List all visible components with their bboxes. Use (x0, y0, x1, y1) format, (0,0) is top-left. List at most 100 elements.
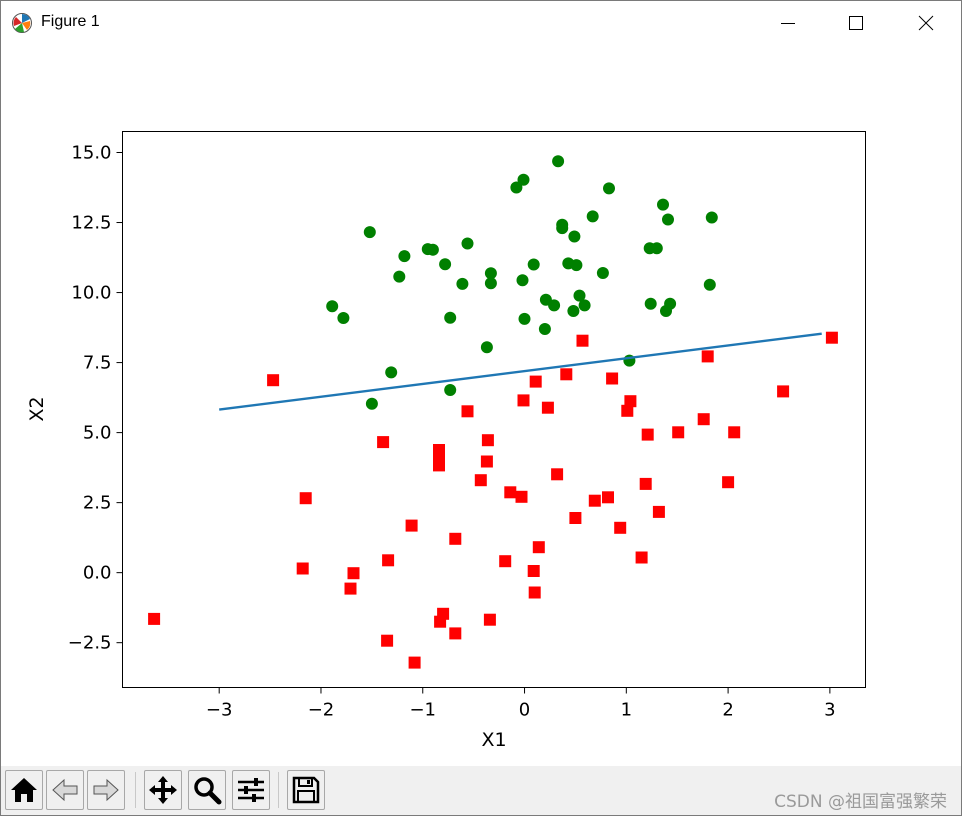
data-point-circle (664, 297, 677, 310)
x-tick-label: 2 (722, 700, 733, 721)
data-point-square (517, 394, 530, 407)
minimize-icon (781, 23, 795, 24)
data-point-square (483, 613, 496, 626)
data-point-square (569, 512, 582, 524)
data-point-square (728, 426, 741, 439)
data-point-circle (568, 230, 581, 243)
data-point-square (474, 474, 487, 487)
data-point-circle (567, 305, 580, 317)
data-point-square (433, 459, 445, 472)
data-point-square (528, 586, 541, 599)
data-point-circle (480, 341, 493, 354)
maximize-button[interactable] (833, 1, 879, 45)
y-tick-label: 15.0 (71, 143, 111, 164)
data-point-square (697, 413, 710, 426)
data-point-circle (578, 299, 591, 312)
y-tick-label: 7.5 (83, 353, 112, 374)
y-tick-label: −2.5 (68, 633, 112, 654)
data-point-circle (548, 299, 561, 312)
save-button[interactable] (287, 770, 325, 810)
data-point-circle (573, 289, 586, 302)
data-point-circle (484, 267, 497, 280)
title-bar[interactable]: Figure 1 (1, 1, 961, 45)
data-point-square (299, 492, 312, 505)
back-icon (52, 778, 78, 802)
data-point-square (344, 582, 357, 595)
data-point-circle (326, 300, 339, 313)
data-point-circle (517, 173, 530, 186)
data-point-circle (365, 397, 378, 410)
data-point-square (481, 434, 494, 447)
back-button[interactable] (46, 770, 84, 810)
data-point-square (296, 562, 309, 575)
figure-canvas[interactable]: −3 −2 −1 0 1 2 3 −2.5 0.0 2.5 5.0 7.5 10.0 12.5 15.0 X… (1, 45, 961, 765)
save-icon (292, 776, 320, 804)
data-point-square (672, 426, 685, 439)
data-point-circle (510, 181, 523, 194)
data-point-square (652, 505, 665, 518)
data-point-square (449, 532, 462, 545)
data-point-circle (518, 312, 531, 325)
data-point-square (635, 551, 648, 564)
zoom-button[interactable] (188, 770, 226, 810)
data-point-square (148, 612, 161, 625)
data-point-square (499, 555, 512, 568)
data-point-circle (398, 250, 411, 263)
home-button[interactable] (5, 770, 43, 810)
forward-icon (93, 778, 119, 802)
y-tick-label: 0.0 (83, 563, 112, 584)
data-point-square (602, 491, 614, 504)
y-tick-label: 5.0 (83, 423, 112, 444)
data-point-circle (527, 258, 540, 271)
data-point-circle (444, 384, 457, 396)
data-point-square (701, 350, 714, 363)
data-point-square (825, 331, 838, 344)
y-tick-label: 12.5 (71, 213, 111, 234)
y-axis-label: X2 (26, 396, 48, 421)
data-point-square (541, 401, 554, 414)
data-point-square (614, 521, 627, 534)
x-tick-label: 1 (621, 700, 632, 721)
home-icon (11, 778, 37, 802)
data-point-square (621, 404, 634, 417)
data-point-square (641, 428, 654, 441)
y-tick-label: 2.5 (83, 493, 112, 514)
data-point-square (551, 468, 564, 481)
data-point-square (532, 541, 545, 554)
data-point-square (405, 519, 418, 532)
matplotlib-logo-icon (12, 13, 32, 33)
data-point-circle (556, 218, 569, 231)
data-point-square (624, 395, 637, 408)
data-point-square (588, 494, 601, 507)
data-point-circle (538, 323, 551, 335)
data-point-circle (385, 366, 398, 379)
zoom-icon (194, 777, 222, 805)
navigation-toolbar: CSDN @祖国富强繁荣 (1, 766, 961, 815)
toolbar-separator (135, 772, 136, 808)
data-point-circle (586, 210, 599, 223)
forward-button[interactable] (87, 770, 125, 810)
data-point-circle (393, 270, 406, 283)
data-point-square (606, 372, 619, 385)
data-point-circle (644, 297, 657, 310)
pan-button[interactable] (144, 770, 182, 810)
data-point-square (382, 554, 395, 567)
x-axis-label: X1 (481, 729, 506, 751)
decision-boundary-line (219, 332, 822, 411)
data-point-circle (705, 211, 718, 224)
configure-subplots-icon (238, 778, 264, 802)
x-tick-label: −2 (308, 700, 335, 721)
pan-icon (149, 776, 177, 804)
x-tick-label: −3 (206, 700, 233, 721)
close-icon (918, 15, 934, 31)
data-point-circle (456, 277, 469, 290)
minimize-button[interactable] (765, 1, 811, 45)
data-point-square (408, 656, 421, 669)
configure-subplots-button[interactable] (232, 770, 270, 810)
toolbar-separator (278, 772, 279, 808)
close-button[interactable] (903, 1, 949, 45)
scatter-chart: −3 −2 −1 0 1 2 3 −2.5 0.0 2.5 5.0 7.5 10.0 12.5 15.0 X… (26, 131, 866, 751)
data-point-square (515, 490, 528, 503)
data-point-circle (484, 277, 497, 290)
